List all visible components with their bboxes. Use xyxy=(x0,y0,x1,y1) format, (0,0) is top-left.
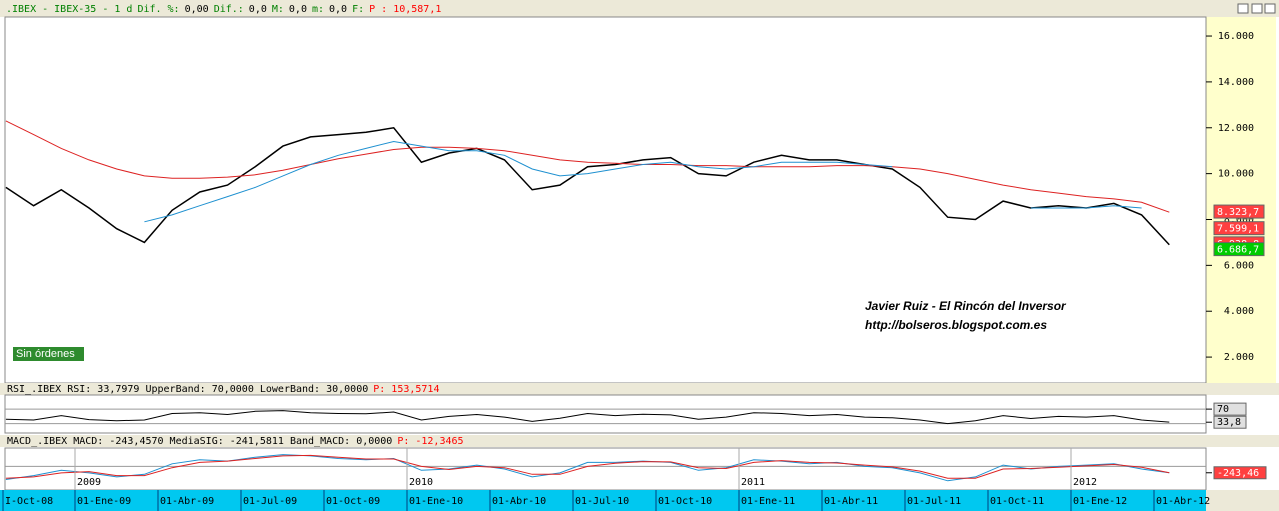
y-tick-label: -243,46 xyxy=(1217,468,1259,479)
date-label: 01-Ene-11 xyxy=(741,496,795,507)
year-label: 2010 xyxy=(409,477,433,488)
date-label: 01-Oct-10 xyxy=(658,496,712,507)
macd-header-bar xyxy=(0,435,1279,447)
header-bar xyxy=(0,0,1279,17)
y-tick-label: 8.000 xyxy=(1224,214,1254,225)
date-label: 01-Abr-10 xyxy=(492,496,546,507)
series-line xyxy=(5,454,1170,479)
date-label: 01-Oct-09 xyxy=(326,496,380,507)
header-part: M: xyxy=(272,4,284,15)
last-value-label: 6.686,7 xyxy=(1217,245,1259,256)
date-label: 01-Jul-11 xyxy=(907,496,961,507)
y-tick-label: 14.000 xyxy=(1218,77,1254,88)
orders-label: Sin órdenes xyxy=(16,348,75,360)
y-tick-label: 4.000 xyxy=(1224,306,1254,317)
year-label: 2011 xyxy=(741,477,765,488)
header-part: F: xyxy=(352,4,364,15)
series-line xyxy=(5,126,1170,246)
panel-title-p: P: -12,3465 xyxy=(397,436,463,447)
panel-title-text: MACD_.IBEX MACD: -243,4570 MediaSIG: -24… xyxy=(7,436,392,447)
y-tick-label: 10.000 xyxy=(1218,169,1254,180)
y-tick-label: 2.000 xyxy=(1224,352,1254,363)
date-label: 01-Abr-12 xyxy=(1156,496,1210,507)
last-value-box xyxy=(1213,242,1265,257)
date-label: 01-Jul-10 xyxy=(575,496,629,507)
orders-box xyxy=(13,347,84,361)
year-label: 2009 xyxy=(77,477,101,488)
date-label: 01-Ene-12 xyxy=(1073,496,1127,507)
y-tick-box xyxy=(1213,415,1247,429)
header-part: 0,00 xyxy=(185,4,209,15)
date-label: 01-Abr-09 xyxy=(160,496,214,507)
rsi-frame xyxy=(4,394,1207,434)
y-tick-label: 33,8 xyxy=(1217,417,1241,428)
last-value-label: 7.599,1 xyxy=(1217,224,1259,235)
watermark: http://bolseros.blogspot.com.es xyxy=(865,318,1047,332)
panel xyxy=(5,120,1170,246)
header-part: 0,0 xyxy=(289,4,307,15)
header-part: 0,0 xyxy=(329,4,347,15)
series-line xyxy=(5,410,1170,425)
rsi-header-bar xyxy=(0,383,1279,395)
y-tick-box xyxy=(1213,402,1247,416)
panel xyxy=(5,454,1206,482)
date-label: 01-Jul-09 xyxy=(243,496,297,507)
toolbar[interactable] xyxy=(1206,490,1279,511)
y-tick-label: 12.000 xyxy=(1218,123,1254,134)
watermark: Javier Ruiz - El Rincón del Inversor xyxy=(865,299,1067,313)
last-value-box xyxy=(1213,204,1265,219)
y-tick-label: 6.000 xyxy=(1224,260,1254,271)
header-text: .IBEX - IBEX-35 - 1 d Dif. %: 0,00 Dif.: 0,0… xyxy=(6,4,441,15)
date-label: 01-Ene-09 xyxy=(77,496,131,507)
panel-title-text: RSI_.IBEX RSI: 33,7979 UpperBand: 70,000… xyxy=(7,384,368,395)
series-line xyxy=(5,120,1170,213)
header-part: .IBEX - IBEX-35 - 1 d xyxy=(6,4,132,15)
date-label: I-Oct-08 xyxy=(5,496,53,507)
series-line xyxy=(144,140,1142,223)
header-part: Dif.: xyxy=(214,4,244,15)
y-tick-box xyxy=(1213,466,1267,480)
price-axis xyxy=(1206,17,1276,383)
series-line xyxy=(5,454,1170,482)
date-label: 01-Abr-11 xyxy=(824,496,878,507)
date-label: 01-Oct-11 xyxy=(990,496,1044,507)
header-part: Dif. %: xyxy=(137,4,179,15)
date-label: 01-Ene-10 xyxy=(409,496,463,507)
panel-title: RSI_.IBEX RSI: 33,7979 UpperBand: 70,000… xyxy=(7,384,439,395)
header-part: P : 10,587,1 xyxy=(369,4,441,15)
header-part: 0,0 xyxy=(249,4,267,15)
last-value-label: 8.323,7 xyxy=(1217,207,1259,218)
year-label: 2012 xyxy=(1073,477,1097,488)
panel xyxy=(5,408,1206,425)
y-tick-label: 16.000 xyxy=(1218,31,1254,42)
panel-title: MACD_.IBEX MACD: -243,4570 MediaSIG: -24… xyxy=(7,436,464,447)
header-part: m: xyxy=(312,4,324,15)
panel-title-p: P: 153,5714 xyxy=(373,384,439,395)
window-buttons[interactable] xyxy=(1237,3,1276,14)
last-value-box xyxy=(1213,221,1265,236)
y-tick-label: 70 xyxy=(1217,404,1229,415)
